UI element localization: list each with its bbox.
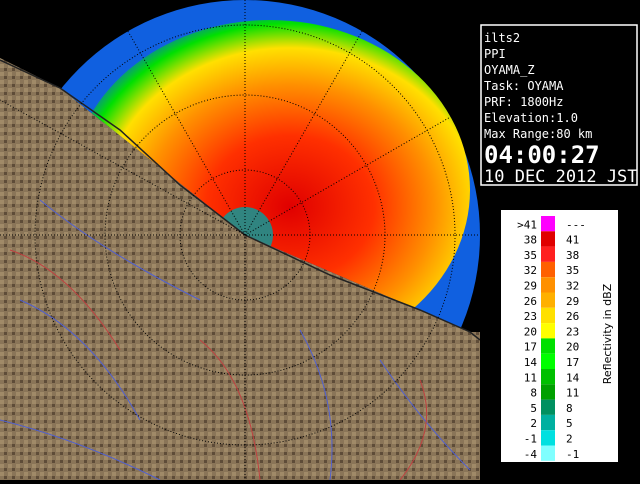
- legend-low: -1: [524, 433, 537, 446]
- legend-low: 5: [530, 402, 537, 415]
- legend-high: 8: [566, 402, 573, 415]
- legend-swatch: [541, 369, 555, 385]
- info-line: PRF: 1800Hz: [484, 95, 563, 109]
- legend-low: 23: [524, 310, 537, 323]
- legend-high: 17: [566, 356, 579, 369]
- legend-swatch: [541, 353, 555, 369]
- legend-high: 14: [566, 371, 580, 384]
- legend-high: -1: [566, 448, 579, 461]
- legend-low: 11: [524, 371, 537, 384]
- legend-low: 8: [530, 387, 537, 400]
- legend-low: 29: [524, 280, 537, 293]
- legend-swatch: [541, 414, 555, 431]
- legend-swatch: [541, 292, 555, 308]
- legend-low: 35: [524, 249, 537, 262]
- radar-map: [0, 0, 480, 480]
- info-line: Task: OYAMA: [484, 79, 564, 93]
- info-line: OYAMA_Z: [484, 63, 535, 77]
- legend-swatch: [541, 277, 555, 293]
- legend-swatch: [541, 216, 555, 232]
- legend-swatch: [541, 307, 555, 324]
- legend-swatch: [541, 445, 555, 461]
- legend-high: 38: [566, 249, 579, 262]
- legend-high: ---: [566, 218, 586, 231]
- legend-high: 29: [566, 295, 579, 308]
- legend-swatch: [541, 231, 555, 247]
- legend-low: >41: [517, 218, 537, 231]
- info-line: Max Range:80 km: [484, 127, 592, 141]
- date: 10 DEC 2012 JST: [484, 167, 638, 187]
- time: 04:00:27: [484, 141, 600, 169]
- legend-swatch: [541, 384, 555, 400]
- legend-high: 5: [566, 417, 573, 430]
- legend-swatch: [541, 323, 555, 339]
- legend-swatch: [541, 246, 555, 262]
- rivers: [0, 199, 471, 480]
- legend-swatch: [541, 399, 555, 415]
- legend-swatch: [541, 338, 555, 354]
- legend-high: 11: [566, 387, 579, 400]
- legend-box: [501, 210, 618, 462]
- legend-low: 17: [524, 341, 537, 354]
- legend-swatch: [541, 430, 555, 446]
- info-line: ilts2: [484, 31, 520, 45]
- info-box: [480, 24, 638, 186]
- legend-low: 26: [524, 295, 537, 308]
- legend-high: 23: [566, 325, 579, 338]
- legend-low: 32: [524, 264, 537, 277]
- range-rings: [0, 0, 480, 480]
- legend-title: Reflectivity in dBZ: [601, 283, 614, 384]
- legend-high: 41: [566, 234, 579, 247]
- legend-high: 26: [566, 310, 579, 323]
- legend-high: 35: [566, 264, 579, 277]
- legend-high: 2: [566, 433, 573, 446]
- info-line: Elevation:1.0: [484, 111, 578, 125]
- legend-low: 2: [530, 417, 537, 430]
- info-line: PPI: [484, 47, 506, 61]
- boundaries: [9, 249, 428, 480]
- legend-high: 32: [566, 280, 579, 293]
- legend-high: 20: [566, 341, 579, 354]
- legend-low: 20: [524, 325, 537, 338]
- legend-swatch: [541, 261, 555, 278]
- legend-low: -4: [524, 448, 538, 461]
- legend-low: 14: [524, 356, 538, 369]
- legend-low: 38: [524, 234, 537, 247]
